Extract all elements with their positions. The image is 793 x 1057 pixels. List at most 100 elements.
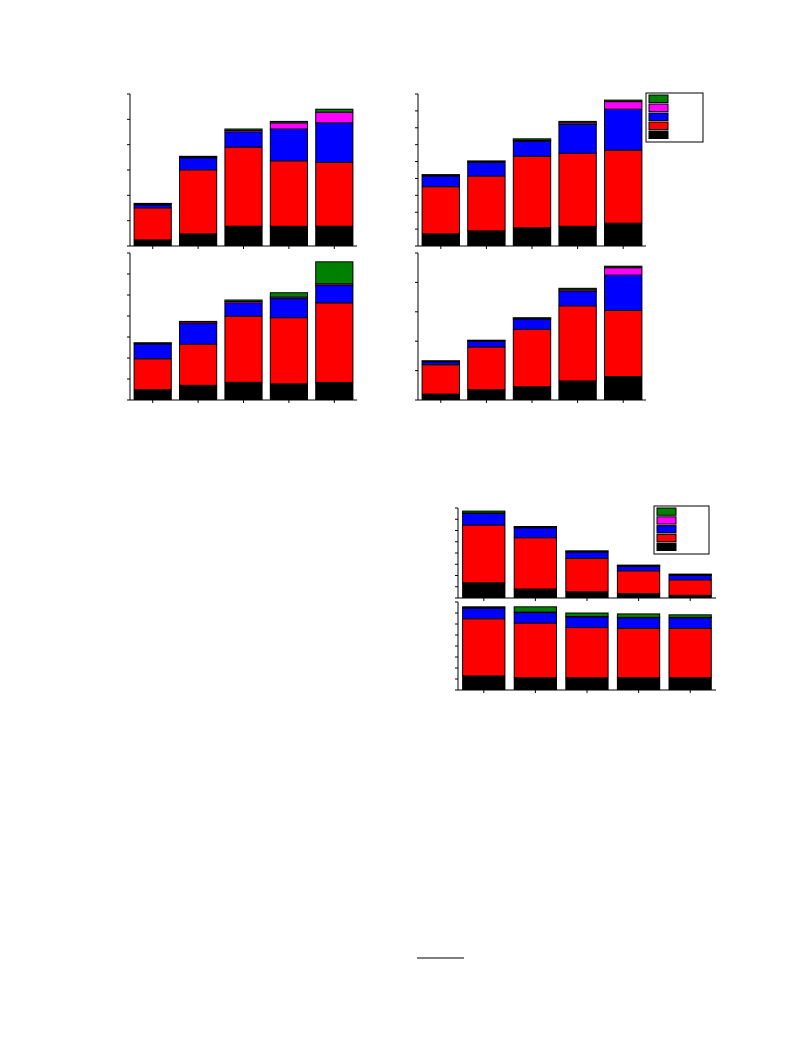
bar-5-segment-1: [604, 222, 643, 247]
bar-3-segment-1: [512, 227, 552, 247]
bar-3-segment-5: [512, 317, 552, 319]
bar-2-segment-2: [179, 169, 218, 235]
bar-3-segment-2: [512, 328, 552, 388]
bar-1-segment-2: [133, 358, 172, 391]
bar-3-segment-3: [565, 616, 609, 629]
bar-1-segment-2: [133, 207, 172, 241]
bar-1-segment-5: [133, 342, 172, 344]
bar-5-segment-3: [604, 108, 643, 151]
chart-4: [415, 252, 646, 403]
bar-3-segment-3: [224, 302, 263, 317]
bar-3-segment-5: [565, 550, 609, 553]
bar-3-segment-1: [565, 591, 609, 599]
bar-4-segment-1: [616, 677, 661, 691]
legend-swatch-2: [648, 121, 669, 130]
bar-1-segment-1: [133, 239, 172, 247]
bar-3-segment-5: [224, 299, 263, 302]
bar-2-segment-2: [513, 622, 558, 679]
bar-2-segment-1: [467, 389, 506, 401]
bar-5-segment-2: [668, 627, 712, 679]
bar-3-segment-1: [512, 386, 552, 401]
bar-5-segment-2: [315, 302, 354, 383]
bar-4-segment-3: [616, 566, 661, 572]
bar-2-segment-5: [179, 320, 218, 323]
bar-3-segment-2: [512, 155, 552, 229]
bar-5-segment-5: [668, 614, 712, 618]
legend-swatch-5: [656, 507, 677, 516]
bar-2-segment-5: [467, 339, 506, 342]
bar-2-segment-2: [467, 175, 506, 232]
bar-5-segment-3: [668, 575, 712, 581]
bar-3-segment-1: [224, 225, 263, 247]
chart-1: [127, 93, 357, 249]
bar-1-segment-3: [133, 343, 172, 360]
bar-3-segment-2: [565, 557, 609, 593]
bar-3-segment-2: [565, 627, 609, 679]
bar-4-segment-3: [269, 128, 308, 162]
bar-1-segment-2: [421, 186, 461, 235]
chart-6: [455, 601, 716, 693]
bar-3-segment-3: [565, 551, 609, 559]
legend-swatch-3: [648, 112, 669, 121]
bar-5-segment-3: [315, 284, 354, 304]
bar-5-segment-2: [668, 579, 712, 596]
bar-5-segment-2: [604, 309, 643, 377]
bar-5-segment-4: [315, 111, 354, 124]
bar-2-segment-5: [179, 155, 218, 158]
bar-2-segment-3: [467, 340, 506, 348]
bar-3-segment-3: [512, 140, 552, 157]
legend-swatch-4: [648, 103, 669, 112]
bar-1-segment-2: [462, 524, 506, 584]
bar-2-segment-3: [513, 612, 558, 624]
bar-3-segment-5: [565, 612, 609, 617]
bar-5-segment-2: [315, 161, 354, 227]
bar-2-segment-3: [467, 161, 506, 177]
bar-4-segment-2: [269, 317, 308, 385]
bar-5-segment-1: [668, 677, 712, 691]
bar-4-segment-2: [558, 305, 597, 382]
bar-4-segment-5: [558, 287, 597, 291]
bar-1-segment-3: [421, 175, 461, 188]
bar-1-segment-1: [133, 389, 172, 401]
bar-4-segment-2: [269, 160, 308, 227]
bar-4-segment-5: [616, 613, 661, 618]
bar-4-segment-5: [269, 292, 308, 298]
chart-5: [455, 505, 716, 601]
legend-swatch-1: [648, 130, 669, 139]
bar-5-segment-5: [315, 261, 354, 285]
bar-5-segment-5: [315, 108, 354, 113]
bar-4-segment-2: [558, 152, 597, 227]
bar-4-segment-3: [616, 617, 661, 629]
bar-2-segment-3: [179, 323, 218, 345]
bar-1-segment-3: [462, 607, 506, 620]
bar-4-segment-1: [269, 383, 308, 401]
bar-1-segment-1: [421, 393, 461, 401]
bar-2-segment-1: [179, 384, 218, 401]
bar-4-segment-5: [558, 120, 597, 124]
bar-4-segment-1: [558, 225, 597, 247]
bar-1-segment-3: [462, 512, 506, 526]
bar-1-segment-1: [462, 582, 506, 599]
bar-5-segment-5: [604, 265, 643, 269]
bar-4-segment-5: [616, 564, 661, 567]
bar-4-segment-4: [269, 122, 308, 130]
bar-1-segment-1: [421, 233, 461, 247]
bar-1-segment-2: [421, 364, 461, 395]
bar-2-segment-1: [513, 588, 558, 599]
bar-5-segment-4: [604, 101, 643, 110]
bar-5-segment-1: [315, 225, 354, 247]
bar-5-segment-4: [604, 267, 643, 276]
bar-1-segment-2: [462, 618, 506, 677]
bar-5-segment-5: [604, 99, 643, 103]
bar-1-segment-5: [133, 202, 172, 205]
bar-1-segment-1: [462, 675, 506, 691]
bar-1-segment-5: [421, 360, 461, 362]
bar-5-segment-5: [668, 573, 712, 576]
bar-5-segment-3: [315, 122, 354, 163]
bar-4-segment-1: [269, 225, 308, 247]
bar-4-segment-1: [558, 380, 597, 401]
bar-2-segment-3: [179, 157, 218, 171]
bar-2-segment-1: [467, 230, 506, 247]
bar-4-segment-2: [616, 627, 661, 679]
